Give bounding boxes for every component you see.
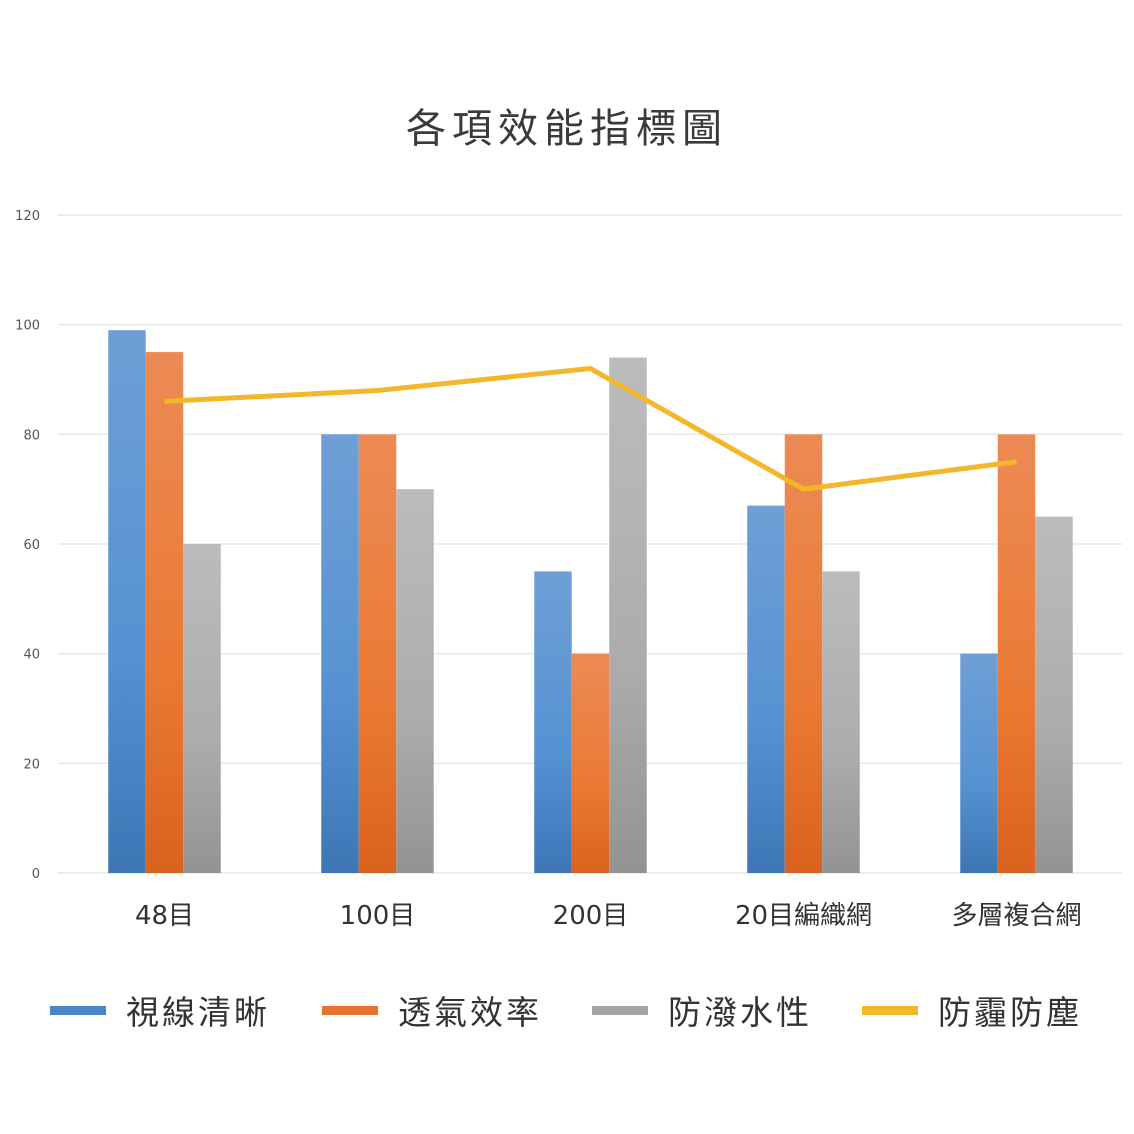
y-tick-label-120: 120 xyxy=(15,209,40,224)
y-tick-label-0: 0 xyxy=(32,867,40,882)
legend-label-clarity: 視線清晰 xyxy=(126,993,270,1032)
bar-3-4 xyxy=(822,571,860,873)
legend-item-anti-smog: 防霾防塵 xyxy=(862,985,1082,1035)
bar-3-1 xyxy=(183,544,221,873)
legend-item-breathability: 透氣效率 xyxy=(322,985,542,1035)
legend-swatch-anti-smog xyxy=(862,1005,918,1015)
bar-1-5 xyxy=(960,653,998,873)
x-tick-label-3: 200目 xyxy=(553,901,629,931)
bar-2-3 xyxy=(571,653,610,873)
bar-3-2 xyxy=(396,489,434,873)
bar-2-5 xyxy=(997,434,1036,873)
x-tick-label-5: 多層複合網 xyxy=(951,901,1081,931)
y-tick-label-60: 60 xyxy=(23,538,40,553)
chart-plot: 0 20 40 60 80 100 120 48目 100目 200目 20目編織網 多層複合網 xyxy=(15,209,1122,931)
y-tick-label-20: 20 xyxy=(23,757,40,772)
bar-1-2 xyxy=(321,434,359,873)
bar-2-4 xyxy=(784,434,823,873)
bar-1-3 xyxy=(534,571,572,873)
bar-3-3 xyxy=(609,357,647,874)
legend-item-clarity: 視線清晰 xyxy=(50,985,270,1035)
x-tick-label-1: 48目 xyxy=(135,901,194,931)
legend-swatch-breathability xyxy=(322,1005,378,1015)
legend-label-anti-smog: 防霾防塵 xyxy=(938,993,1082,1032)
chart-legend: 視線清晰 透氣效率 防潑水性 防霾防塵 xyxy=(0,985,1134,1035)
legend-item-water-repellency: 防潑水性 xyxy=(592,985,812,1035)
bar-1-4 xyxy=(747,505,785,873)
bar-3-5 xyxy=(1035,516,1073,873)
x-tick-label-4: 20目編織網 xyxy=(735,901,872,931)
chart-title: 各項效能指標圖 xyxy=(406,106,728,152)
bar-2-2 xyxy=(358,434,397,873)
y-tick-label-80: 80 xyxy=(23,428,40,443)
y-tick-label-40: 40 xyxy=(23,648,40,663)
bar-2-1 xyxy=(145,352,184,873)
y-tick-label-100: 100 xyxy=(15,319,40,334)
legend-swatch-water-repellency xyxy=(592,1005,648,1015)
series-line-4 xyxy=(164,366,1017,492)
legend-label-breathability: 透氣效率 xyxy=(398,993,542,1032)
bar-1-1 xyxy=(108,330,146,873)
legend-swatch-clarity xyxy=(50,1005,106,1015)
legend-label-water-repellency: 防潑水性 xyxy=(668,993,812,1032)
x-tick-label-2: 100目 xyxy=(340,901,416,931)
